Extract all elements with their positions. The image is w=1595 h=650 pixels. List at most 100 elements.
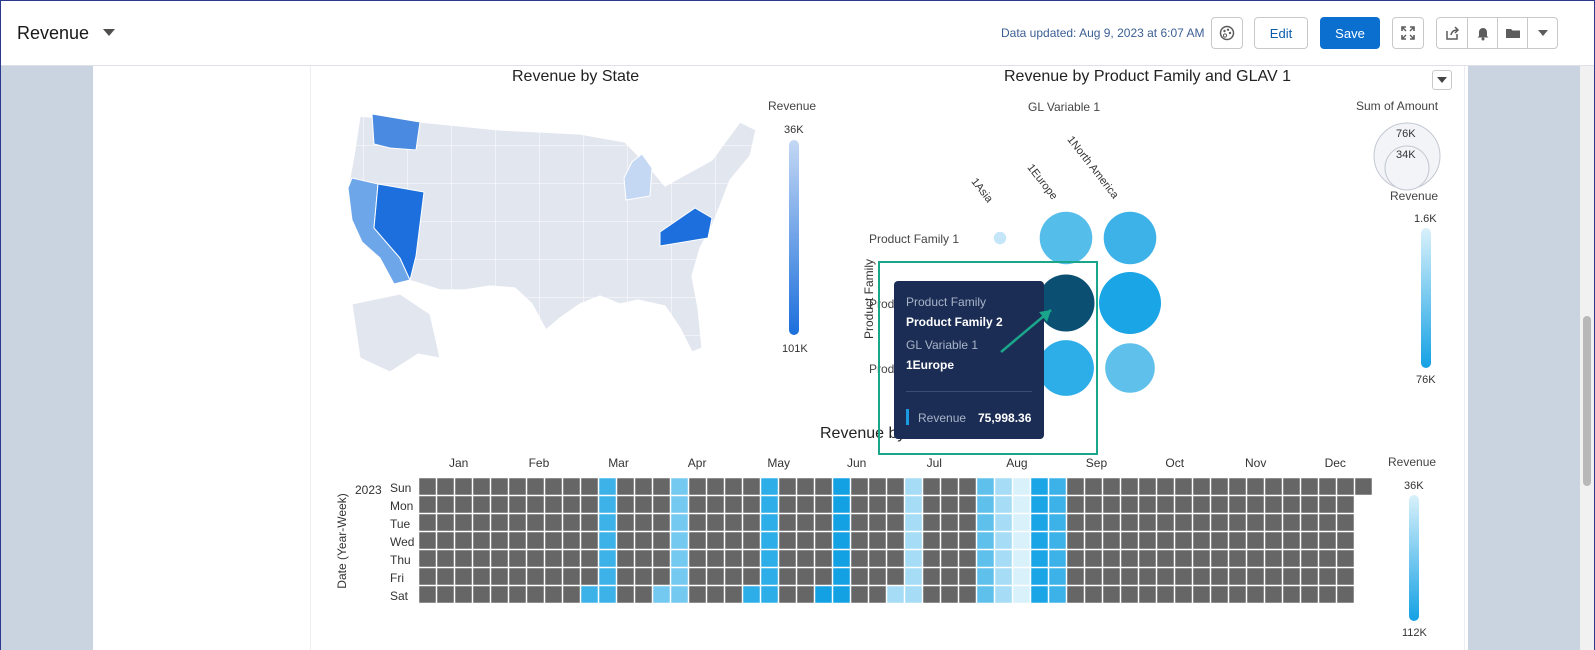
heatmap-cell[interactable] (1300, 513, 1319, 532)
fullscreen-button[interactable] (1392, 17, 1424, 49)
heatmap-cell[interactable] (1174, 478, 1193, 496)
heatmap-cell[interactable] (1048, 495, 1067, 514)
heatmap-cell[interactable] (1264, 567, 1283, 586)
heatmap-cell[interactable] (1246, 531, 1265, 550)
heatmap-cell[interactable] (1120, 585, 1139, 604)
heatmap-grid[interactable] (419, 478, 1381, 608)
heatmap-cell[interactable] (958, 549, 977, 568)
more-actions-button[interactable] (1527, 17, 1558, 49)
heatmap-cell[interactable] (1138, 495, 1157, 514)
heatmap-cell[interactable] (742, 585, 761, 604)
heatmap-cell[interactable] (976, 495, 995, 514)
heatmap-cell[interactable] (706, 513, 725, 532)
heatmap-cell[interactable] (1228, 531, 1247, 550)
heatmap-cell[interactable] (1084, 549, 1103, 568)
heatmap-cell[interactable] (832, 567, 851, 586)
heatmap-cell[interactable] (742, 549, 761, 568)
heatmap-cell[interactable] (940, 531, 959, 550)
heatmap-cell[interactable] (1012, 495, 1031, 514)
heatmap-cell[interactable] (1084, 531, 1103, 550)
heatmap-cell[interactable] (958, 585, 977, 604)
heatmap-cell[interactable] (832, 513, 851, 532)
heatmap-cell[interactable] (814, 495, 833, 514)
heatmap-cell[interactable] (616, 567, 635, 586)
bubble-point-5[interactable] (1099, 272, 1161, 334)
heatmap-cell[interactable] (454, 549, 473, 568)
heatmap-cell[interactable] (1156, 495, 1175, 514)
heatmap-cell[interactable] (904, 478, 923, 496)
heatmap-cell[interactable] (688, 513, 707, 532)
heatmap-cell[interactable] (526, 531, 545, 550)
heatmap-cell[interactable] (508, 585, 527, 604)
heatmap-cell[interactable] (760, 567, 779, 586)
heatmap-cell[interactable] (1174, 495, 1193, 514)
heatmap-cell[interactable] (1048, 549, 1067, 568)
heatmap-cell[interactable] (616, 549, 635, 568)
heatmap-cell[interactable] (1156, 585, 1175, 604)
heatmap-cell[interactable] (1192, 531, 1211, 550)
heatmap-cell[interactable] (616, 513, 635, 532)
edit-button[interactable]: Edit (1254, 17, 1308, 49)
heatmap-cell[interactable] (1138, 549, 1157, 568)
heatmap-cell[interactable] (598, 478, 617, 496)
heatmap-cell[interactable] (1012, 585, 1031, 604)
heatmap-cell[interactable] (994, 585, 1013, 604)
heatmap-cell[interactable] (1336, 549, 1355, 568)
heatmap-cell[interactable] (940, 495, 959, 514)
heatmap-cell[interactable] (976, 478, 995, 496)
heatmap-cell[interactable] (1318, 567, 1337, 586)
heatmap-cell[interactable] (1318, 549, 1337, 568)
state-washington[interactable] (371, 113, 421, 151)
heatmap-cell[interactable] (1210, 478, 1229, 496)
heatmap-cell[interactable] (850, 478, 869, 496)
save-button[interactable]: Save (1320, 17, 1380, 49)
heatmap-cell[interactable] (1138, 531, 1157, 550)
heatmap-cell[interactable] (526, 513, 545, 532)
heatmap-cell[interactable] (1066, 549, 1085, 568)
heatmap-cell[interactable] (652, 549, 671, 568)
heatmap-cell[interactable] (1030, 549, 1049, 568)
heatmap-cell[interactable] (688, 567, 707, 586)
heatmap-cell[interactable] (814, 585, 833, 604)
heatmap-cell[interactable] (1120, 567, 1139, 586)
heatmap-cell[interactable] (814, 531, 833, 550)
heatmap-cell[interactable] (886, 513, 905, 532)
heatmap-cell[interactable] (472, 478, 491, 496)
heatmap-cell[interactable] (1156, 531, 1175, 550)
heatmap-cell[interactable] (1030, 531, 1049, 550)
heatmap-cell[interactable] (454, 513, 473, 532)
heatmap-cell[interactable] (508, 495, 527, 514)
heatmap-cell[interactable] (1012, 478, 1031, 496)
heatmap-cell[interactable] (886, 478, 905, 496)
heatmap-cell[interactable] (1210, 567, 1229, 586)
heatmap-cell[interactable] (1300, 495, 1319, 514)
heatmap-cell[interactable] (1120, 478, 1139, 496)
heatmap-cell[interactable] (850, 513, 869, 532)
heatmap-cell[interactable] (1084, 585, 1103, 604)
heatmap-cell[interactable] (580, 549, 599, 568)
heatmap-cell[interactable] (1030, 585, 1049, 604)
heatmap-cell[interactable] (616, 495, 635, 514)
heatmap-cell[interactable] (778, 495, 797, 514)
heatmap-cell[interactable] (742, 495, 761, 514)
heatmap-cell[interactable] (1318, 495, 1337, 514)
heatmap-cell[interactable] (1228, 549, 1247, 568)
heatmap-cell[interactable] (994, 478, 1013, 496)
heatmap-cell[interactable] (814, 567, 833, 586)
heatmap-cell[interactable] (850, 495, 869, 514)
heatmap-cell[interactable] (814, 549, 833, 568)
heatmap-cell[interactable] (868, 513, 887, 532)
heatmap-cell[interactable] (1318, 513, 1337, 532)
heatmap-cell[interactable] (1012, 549, 1031, 568)
heatmap-cell[interactable] (1174, 585, 1193, 604)
heatmap-cell[interactable] (580, 478, 599, 496)
heatmap-cell[interactable] (562, 531, 581, 550)
heatmap-cell[interactable] (670, 549, 689, 568)
heatmap-cell[interactable] (868, 567, 887, 586)
heatmap-cell[interactable] (1102, 567, 1121, 586)
heatmap-cell[interactable] (436, 567, 455, 586)
page-scrollbar[interactable] (1580, 66, 1594, 650)
heatmap-cell[interactable] (976, 549, 995, 568)
heatmap-cell[interactable] (796, 567, 815, 586)
heatmap-cell[interactable] (490, 495, 509, 514)
